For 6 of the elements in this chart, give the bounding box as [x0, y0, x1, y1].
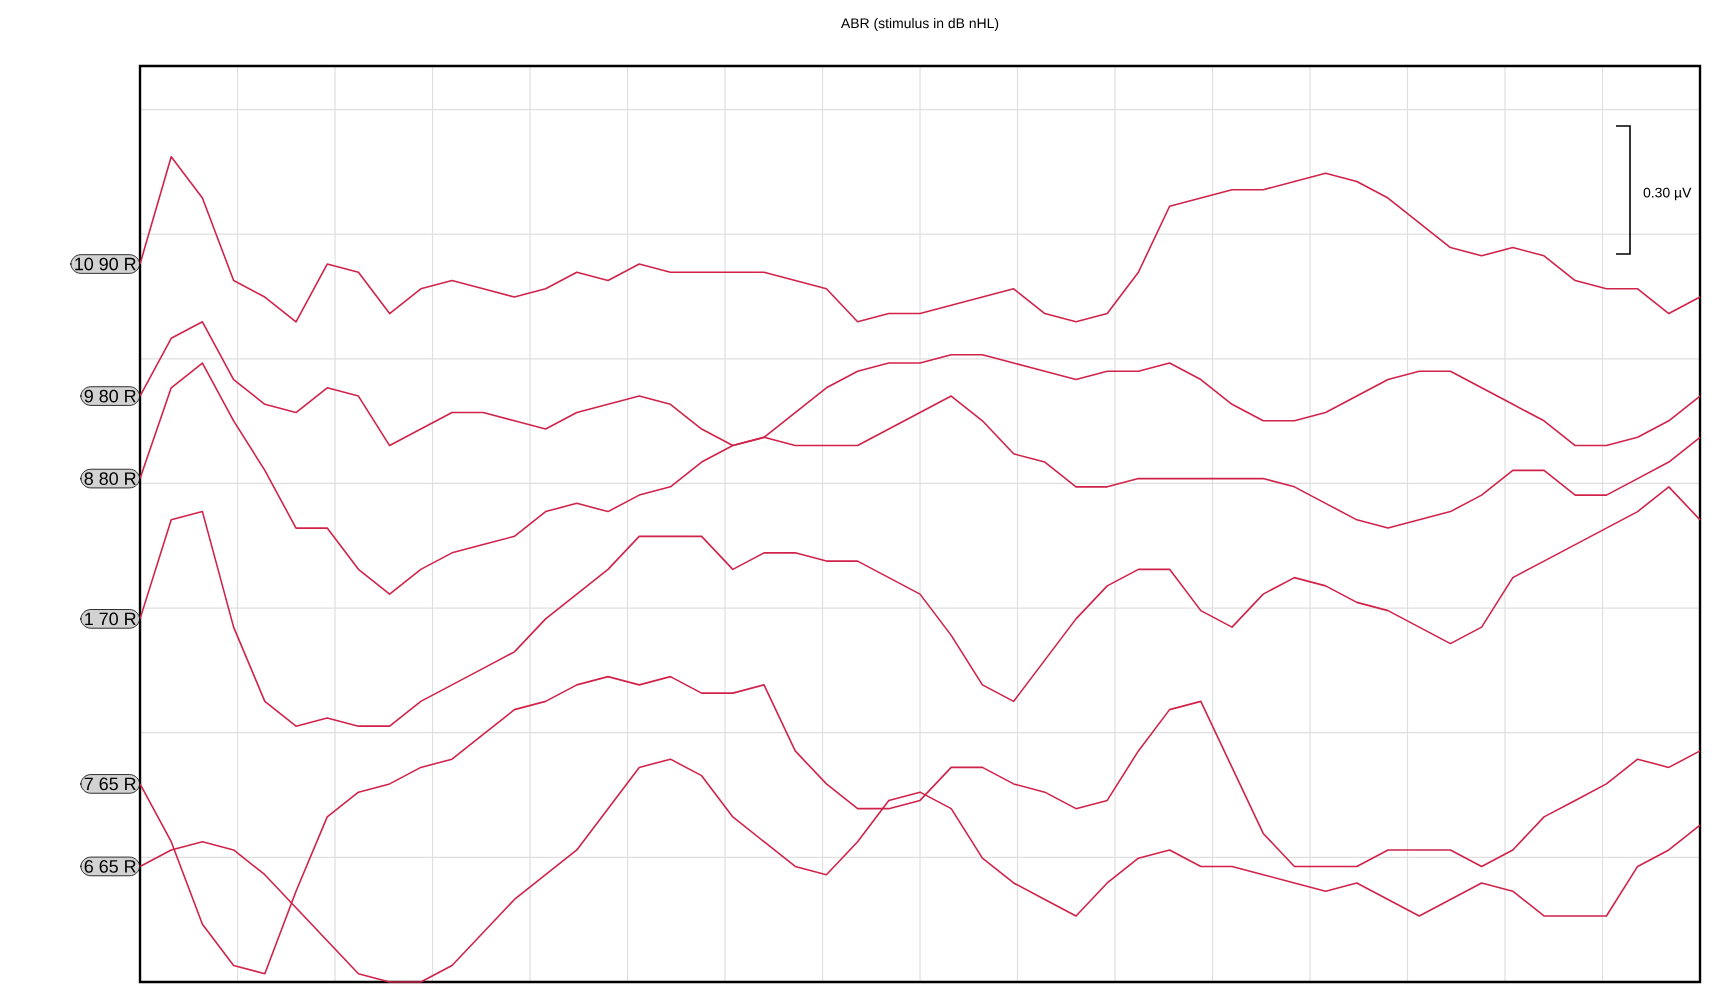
series-label: 9 80 R	[84, 389, 136, 403]
series-label: 10 90 R	[75, 257, 136, 271]
series-label: 8 80 R	[84, 472, 136, 485]
series-label: 1 70 R	[85, 612, 136, 626]
series-label: 6 65 R	[84, 860, 136, 873]
series-label: 7 65 R	[84, 777, 136, 791]
